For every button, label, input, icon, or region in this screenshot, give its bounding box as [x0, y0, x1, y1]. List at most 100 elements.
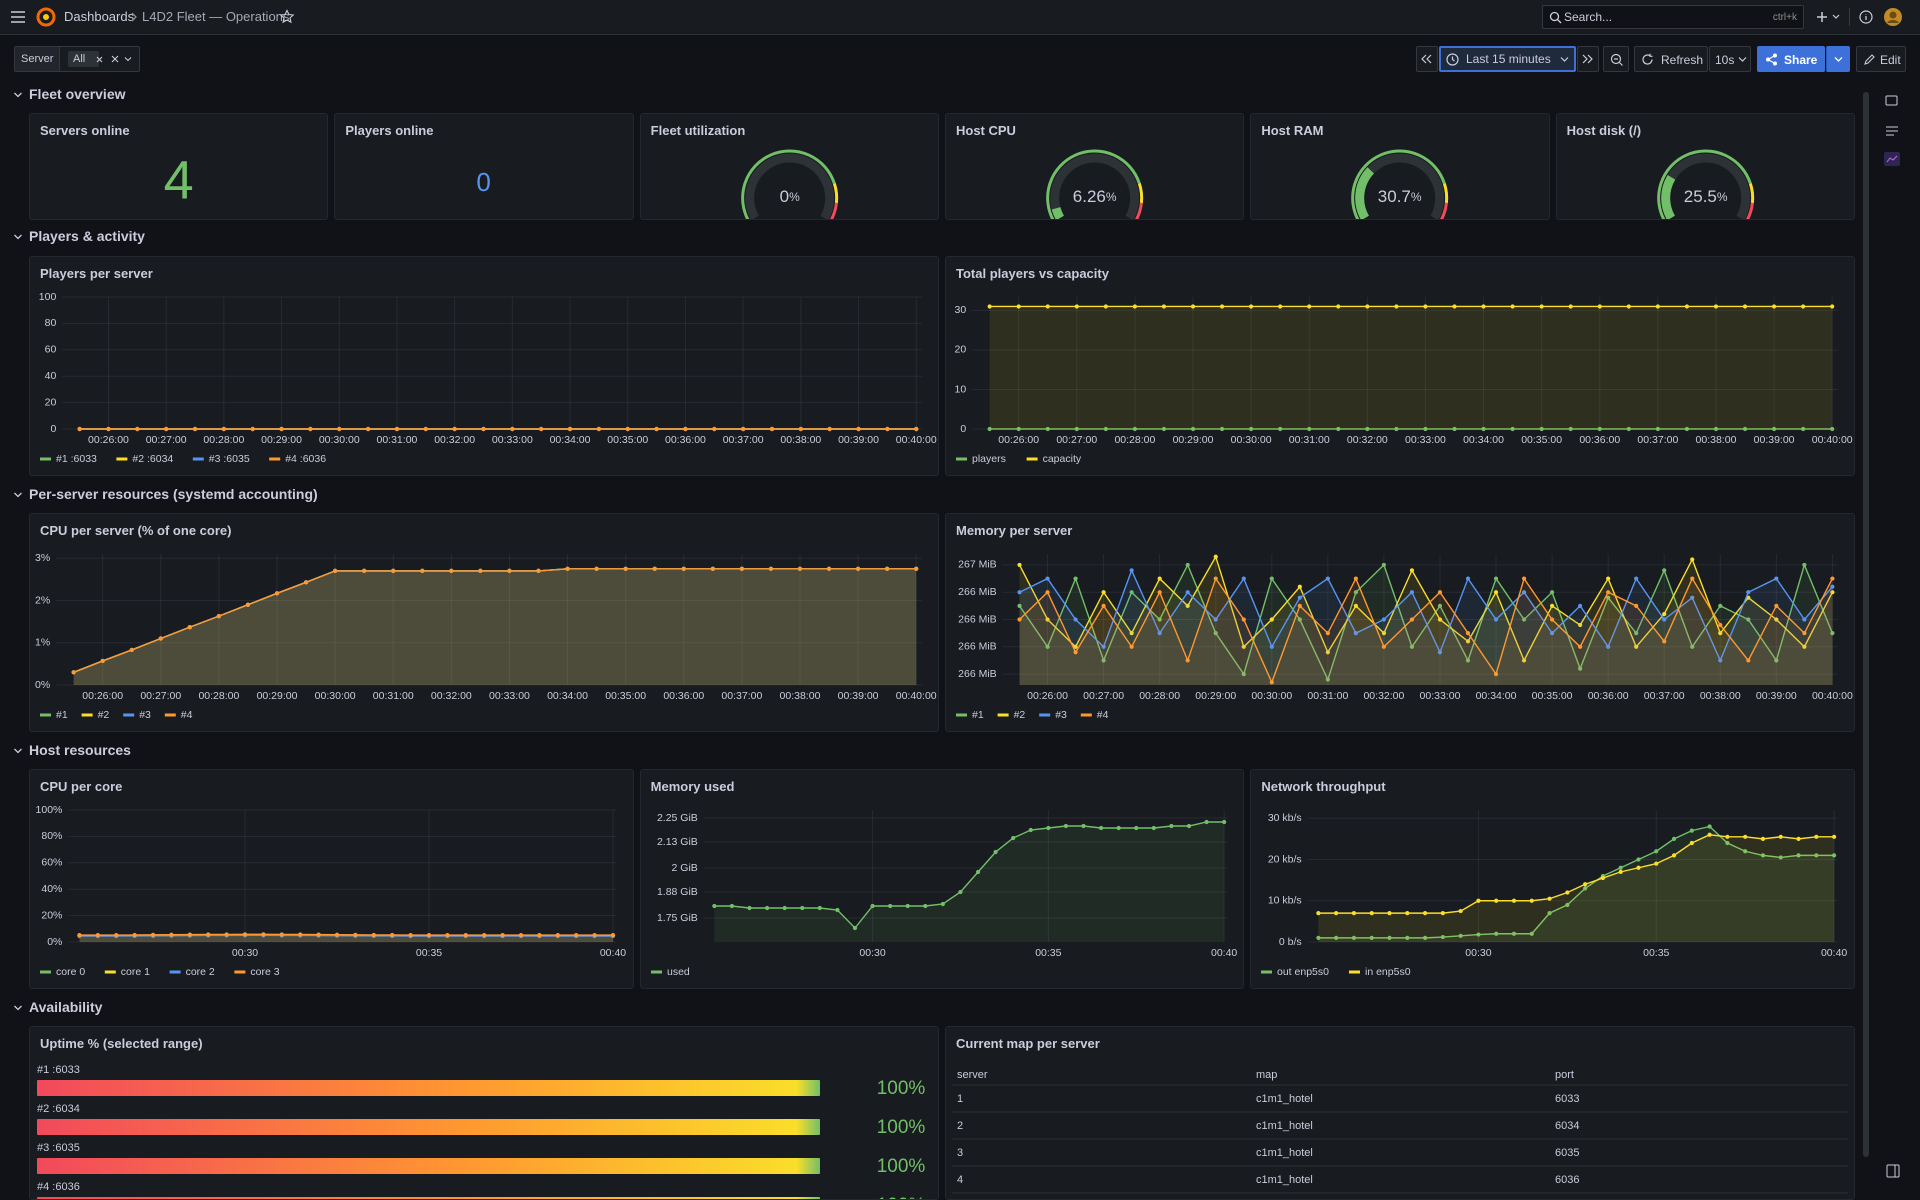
row-collapse[interactable] [13, 232, 23, 242]
row-title[interactable]: Players & activity [29, 228, 145, 244]
series-point [242, 932, 248, 937]
row-collapse[interactable] [13, 490, 23, 500]
chip-remove[interactable] [96, 56, 103, 63]
panel-title: Network throughput [1261, 779, 1386, 794]
series-point [77, 426, 82, 432]
new-button[interactable] [1814, 9, 1844, 25]
variable-clear-and-open[interactable] [111, 55, 135, 64]
time-shift-forward[interactable] [1577, 46, 1599, 72]
series-point [1437, 650, 1443, 655]
series-point [507, 568, 512, 574]
x-tick-label: 00:28:00 [1114, 434, 1155, 446]
series-point [106, 426, 111, 432]
x-tick-label: 00:36:00 [1588, 690, 1629, 702]
gauge-threshold [740, 149, 836, 219]
x-tick-label: 00:26:00 [998, 434, 1039, 446]
search-box[interactable]: Search... ctrl+k [1542, 5, 1804, 29]
panel-title: Total players vs capacity [956, 266, 1109, 281]
row-title[interactable]: Host resources [29, 742, 131, 758]
y-tick-label: 267 MiB [958, 559, 997, 571]
series-point [592, 933, 597, 938]
series-point [1802, 644, 1807, 649]
series-point [1583, 886, 1588, 891]
time-shift-back[interactable] [1416, 46, 1438, 72]
row-title[interactable]: Per-server resources (systemd accounting… [29, 486, 318, 502]
legend-label: #3 :6035 [209, 453, 250, 465]
series-point [1746, 617, 1751, 622]
series-point [1718, 658, 1723, 663]
x-tick-label: 00:36:00 [665, 434, 706, 446]
time-picker[interactable]: Last 15 minutes [1439, 46, 1576, 72]
series-point [1352, 911, 1357, 916]
breadcrumb-link[interactable]: Dashboards [64, 9, 135, 24]
series-point [1512, 898, 1517, 903]
stat-visual: 4 [164, 150, 194, 210]
icon [1582, 54, 1593, 64]
panel: Network throughput 0 b/s 10 kb/s 20 kb/s 30 … [1250, 769, 1855, 989]
row-title[interactable]: Availability [29, 999, 103, 1015]
series-point [1336, 304, 1341, 309]
outline-icon[interactable] [1886, 126, 1898, 136]
series-point [216, 614, 222, 619]
series-point [1325, 631, 1330, 636]
share-button[interactable]: Share [1757, 46, 1825, 72]
panel-title: CPU per server (% of one core) [40, 523, 232, 538]
series-point [1606, 590, 1611, 595]
series-point [1606, 644, 1611, 649]
series-point [1778, 855, 1784, 860]
edit-button[interactable]: Edit [1856, 46, 1906, 72]
side-toolbar [1884, 95, 1900, 166]
grafana-logo[interactable] [36, 7, 56, 27]
legend-label: #1 [56, 709, 68, 721]
series-point [1353, 603, 1358, 608]
help-button[interactable] [1859, 10, 1873, 24]
menu-button[interactable] [9, 8, 27, 26]
panel: Uptime % (selected range) #1 :6033 100% #2 … [29, 1026, 939, 1200]
variable-picker[interactable]: Server All [14, 46, 140, 72]
y-tick-label: 0% [47, 936, 62, 948]
series-point [1814, 853, 1819, 858]
refresh-button[interactable]: Refresh [1634, 46, 1708, 72]
user-avatar[interactable] [1883, 7, 1903, 27]
stat-value: 4 [164, 150, 194, 210]
series-point [1493, 671, 1499, 677]
series-point [1278, 304, 1283, 309]
series-point [1157, 590, 1162, 595]
row-collapse[interactable] [13, 90, 23, 100]
table-cell: 4 [957, 1174, 963, 1186]
dock-icon[interactable] [1886, 1164, 1900, 1178]
x-tick-label: 00:32:00 [1363, 690, 1404, 702]
scrollbar[interactable] [1863, 92, 1869, 1157]
row-collapse[interactable] [13, 746, 23, 756]
x-tick-label: 00:29:00 [261, 434, 302, 446]
star-button[interactable] [279, 9, 295, 25]
series-point [1437, 590, 1443, 595]
refresh-interval[interactable]: 10s [1709, 46, 1751, 72]
series-point [510, 426, 515, 432]
add-icon[interactable] [1885, 95, 1898, 106]
row-collapse[interactable] [13, 1003, 23, 1013]
series-point [1597, 304, 1602, 309]
share-menu[interactable] [1826, 46, 1850, 72]
series-point [1204, 819, 1209, 825]
series-point [537, 933, 542, 938]
x-tick-label: 00:37:00 [721, 690, 762, 702]
series-point [1771, 304, 1777, 309]
series-point [711, 903, 717, 909]
series-point [1713, 426, 1719, 432]
series-point [1662, 617, 1667, 622]
series-point [250, 426, 255, 432]
panel: Memory per server 266 MiB 266 MiB 266 MiB 26… [945, 513, 1855, 732]
series-point [1565, 890, 1570, 895]
legend-label: #3 [1055, 709, 1067, 721]
variable-value-chip[interactable]: All [68, 51, 100, 67]
series-point [1045, 304, 1050, 309]
series-point [1746, 658, 1751, 663]
series-point [797, 566, 803, 571]
x-tick-label: 00:35 [1643, 947, 1669, 959]
zoom-out[interactable] [1603, 46, 1629, 72]
row-title[interactable]: Fleet overview [29, 86, 126, 102]
series-point [1662, 611, 1667, 617]
gauge: 25.5% [1656, 149, 1754, 219]
